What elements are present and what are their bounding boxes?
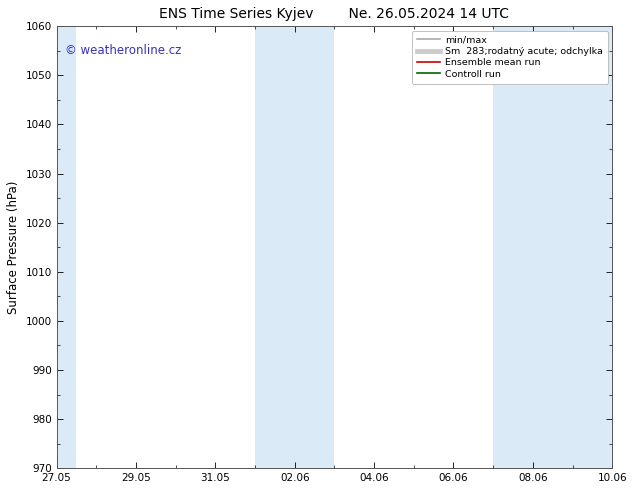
Bar xyxy=(493,26,612,468)
Y-axis label: Surface Pressure (hPa): Surface Pressure (hPa) xyxy=(7,180,20,314)
Bar xyxy=(255,26,334,468)
Title: ENS Time Series Kyjev        Ne. 26.05.2024 14 UTC: ENS Time Series Kyjev Ne. 26.05.2024 14 … xyxy=(159,7,510,21)
Text: © weatheronline.cz: © weatheronline.cz xyxy=(65,44,181,57)
Bar xyxy=(56,26,77,468)
Legend: min/max, Sm  283;rodatný acute; odchylka, Ensemble mean run, Controll run: min/max, Sm 283;rodatný acute; odchylka,… xyxy=(412,31,607,83)
